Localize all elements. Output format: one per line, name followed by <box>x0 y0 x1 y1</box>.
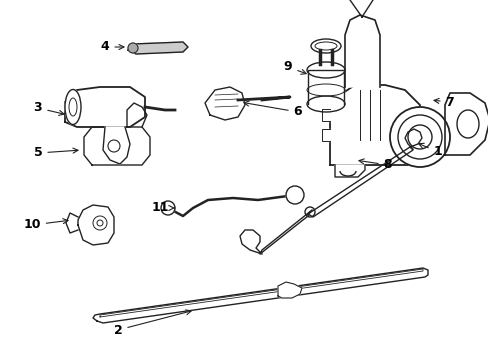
Polygon shape <box>334 165 364 177</box>
Polygon shape <box>345 15 379 87</box>
Text: 2: 2 <box>113 310 191 337</box>
Text: 10: 10 <box>23 219 68 231</box>
Circle shape <box>389 107 449 167</box>
Ellipse shape <box>306 96 345 112</box>
Polygon shape <box>345 0 377 17</box>
Circle shape <box>161 201 175 215</box>
Polygon shape <box>78 205 114 245</box>
Polygon shape <box>65 87 145 127</box>
Polygon shape <box>307 70 343 104</box>
Ellipse shape <box>128 43 138 53</box>
Text: 7: 7 <box>433 95 453 108</box>
Text: 8: 8 <box>358 158 391 171</box>
Polygon shape <box>321 109 329 121</box>
Text: 3: 3 <box>34 102 64 116</box>
Polygon shape <box>204 87 244 120</box>
Text: 9: 9 <box>283 60 305 74</box>
Ellipse shape <box>456 110 478 138</box>
Polygon shape <box>128 42 187 54</box>
Text: 6: 6 <box>244 101 302 118</box>
Polygon shape <box>93 268 427 323</box>
Text: 1: 1 <box>418 143 442 158</box>
Polygon shape <box>321 129 329 141</box>
Polygon shape <box>84 127 150 165</box>
Text: 4: 4 <box>101 40 124 54</box>
Text: 11: 11 <box>151 202 174 215</box>
Circle shape <box>285 186 304 204</box>
Polygon shape <box>307 147 412 217</box>
Polygon shape <box>329 85 419 165</box>
Ellipse shape <box>65 90 81 125</box>
Text: 5: 5 <box>34 147 78 159</box>
Polygon shape <box>278 282 302 298</box>
Polygon shape <box>260 210 311 254</box>
Polygon shape <box>103 127 130 164</box>
Polygon shape <box>444 93 488 155</box>
Ellipse shape <box>306 62 345 78</box>
Ellipse shape <box>310 39 340 53</box>
